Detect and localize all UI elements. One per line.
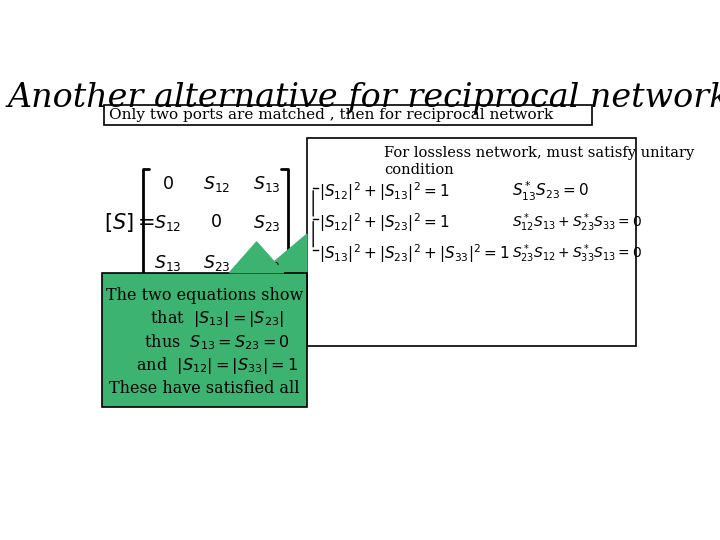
- FancyBboxPatch shape: [307, 138, 636, 346]
- Text: $0$: $0$: [210, 214, 222, 231]
- Text: $|S_{12}|^2+|S_{13}|^2=1$: $|S_{12}|^2+|S_{13}|^2=1$: [319, 180, 449, 203]
- Text: Only two ports are matched , then for reciprocal network: Only two ports are matched , then for re…: [109, 108, 553, 122]
- Text: For lossless network, must satisfy unitary
condition: For lossless network, must satisfy unita…: [384, 146, 695, 177]
- Text: thus  $S_{13}=S_{23}=0$: thus $S_{13}=S_{23}=0$: [119, 332, 289, 352]
- Text: $S_{23}$: $S_{23}$: [253, 213, 281, 233]
- Polygon shape: [256, 234, 307, 276]
- Text: The two equations show: The two equations show: [106, 287, 303, 305]
- Text: $S^*_{23}S_{12}+S^*_{33}S_{13}=0$: $S^*_{23}S_{12}+S^*_{33}S_{13}=0$: [513, 242, 642, 265]
- Text: $|S_{13}|^2+|S_{23}|^2+|S_{33}|^2=1$: $|S_{13}|^2+|S_{23}|^2+|S_{33}|^2=1$: [319, 242, 509, 265]
- Polygon shape: [230, 242, 284, 273]
- Text: These have satisfied all: These have satisfied all: [109, 380, 300, 397]
- FancyBboxPatch shape: [102, 273, 307, 408]
- Text: $0$: $0$: [161, 176, 174, 193]
- Text: $S_{12}$: $S_{12}$: [154, 213, 181, 233]
- Text: $S_{12}$: $S_{12}$: [203, 174, 230, 194]
- Text: $[S]=$: $[S]=$: [104, 211, 155, 234]
- Text: $S_{33}$: $S_{33}$: [253, 253, 281, 273]
- Text: that  $|S_{13}|=|S_{23}|$: that $|S_{13}|=|S_{23}|$: [125, 308, 284, 329]
- Text: $S^*_{13}S_{23}=0$: $S^*_{13}S_{23}=0$: [513, 180, 589, 204]
- Text: and  $|S_{12}|=|S_{33}|=1$: and $|S_{12}|=|S_{33}|=1$: [111, 355, 298, 376]
- Text: $S_{23}$: $S_{23}$: [202, 253, 230, 273]
- Text: $|S_{12}|^2+|S_{23}|^2=1$: $|S_{12}|^2+|S_{23}|^2=1$: [319, 211, 449, 234]
- Text: Another alternative for reciprocal network: Another alternative for reciprocal netwo…: [8, 82, 720, 114]
- Text: $S^*_{12}S_{13}+S^*_{23}S_{33}=0$: $S^*_{12}S_{13}+S^*_{23}S_{33}=0$: [513, 211, 642, 234]
- Text: $S_{13}$: $S_{13}$: [253, 174, 281, 194]
- Text: $S_{13}$: $S_{13}$: [154, 253, 181, 273]
- FancyBboxPatch shape: [104, 105, 593, 125]
